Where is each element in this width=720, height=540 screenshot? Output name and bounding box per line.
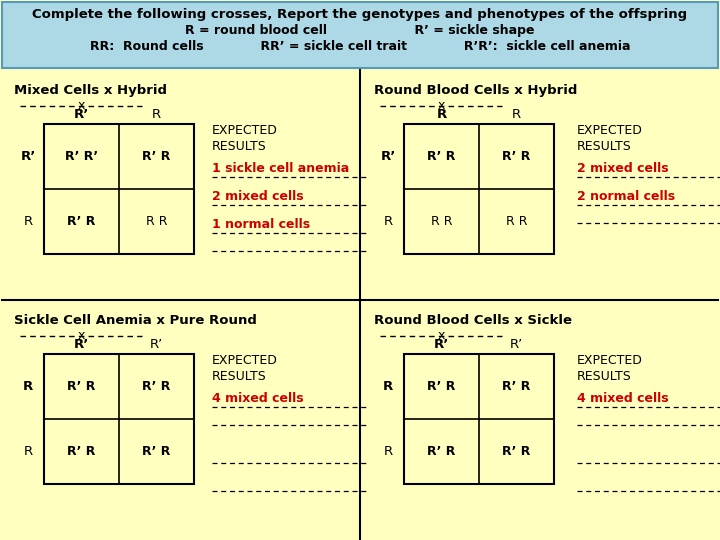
Text: RESULTS: RESULTS [212, 370, 266, 383]
Text: RESULTS: RESULTS [577, 140, 631, 153]
Text: 4 mixed cells: 4 mixed cells [212, 392, 304, 405]
Text: R’ R: R’ R [427, 150, 456, 163]
Bar [404, 354, 554, 484]
Text: RR:  Round cells             RR’ = sickle cell trait             R’R’:  sickle c: RR: Round cells RR’ = sickle cell trait … [90, 40, 630, 53]
Text: R = round blood cell                    R’ = sickle shape: R = round blood cell R’ = sickle shape [185, 24, 535, 37]
Text: R R: R R [431, 215, 452, 228]
Text: R’ R: R’ R [503, 380, 531, 393]
Text: R: R [512, 108, 521, 121]
Text: Sickle Cell Anemia x Pure Round: Sickle Cell Anemia x Pure Round [14, 314, 257, 327]
Text: R: R [383, 380, 393, 393]
Text: R’: R’ [150, 338, 163, 351]
Text: Mixed Cells x Hybrid: Mixed Cells x Hybrid [14, 84, 167, 97]
Text: RESULTS: RESULTS [577, 370, 631, 383]
Text: EXPECTED: EXPECTED [212, 354, 278, 367]
Text: R’ R: R’ R [427, 380, 456, 393]
Text: 1 sickle cell anemia: 1 sickle cell anemia [212, 162, 349, 175]
Text: x: x [77, 99, 85, 112]
Text: R R: R R [145, 215, 167, 228]
Text: R’: R’ [434, 338, 449, 351]
Text: R’ R: R’ R [503, 445, 531, 458]
Text: R’ R’: R’ R’ [65, 150, 98, 163]
Text: R’: R’ [20, 150, 36, 163]
Text: RESULTS: RESULTS [212, 140, 266, 153]
Text: R’ R: R’ R [67, 445, 96, 458]
Text: R’: R’ [74, 108, 89, 121]
Text: R: R [384, 215, 392, 228]
Text: 2 normal cells: 2 normal cells [577, 190, 675, 203]
Text: R’ R: R’ R [427, 445, 456, 458]
Text: R’ R: R’ R [67, 380, 96, 393]
Text: x: x [437, 99, 445, 112]
Bar [44, 354, 194, 484]
Text: 1 normal cells: 1 normal cells [212, 218, 310, 231]
Bar [404, 124, 554, 254]
Text: Round Blood Cells x Hybrid: Round Blood Cells x Hybrid [374, 84, 577, 97]
Text: R: R [23, 380, 33, 393]
Text: EXPECTED: EXPECTED [212, 124, 278, 137]
Text: R’: R’ [74, 338, 89, 351]
Bar [44, 124, 194, 254]
Text: 2 mixed cells: 2 mixed cells [212, 190, 304, 203]
Text: R: R [24, 215, 32, 228]
Text: R’: R’ [510, 338, 523, 351]
Text: 4 mixed cells: 4 mixed cells [577, 392, 669, 405]
Text: EXPECTED: EXPECTED [577, 354, 643, 367]
Text: Complete the following crosses, Report the genotypes and phenotypes of the offsp: Complete the following crosses, Report t… [32, 8, 688, 21]
Text: R: R [24, 445, 32, 458]
Text: Round Blood Cells x Sickle: Round Blood Cells x Sickle [374, 314, 572, 327]
Text: R: R [152, 108, 161, 121]
Text: R’: R’ [380, 150, 396, 163]
Text: R: R [436, 108, 446, 121]
Text: R’ R: R’ R [143, 445, 171, 458]
Text: 2 mixed cells: 2 mixed cells [577, 162, 669, 175]
Text: R’ R: R’ R [67, 215, 96, 228]
Text: R’ R: R’ R [143, 380, 171, 393]
Text: R R: R R [505, 215, 527, 228]
Text: x: x [437, 329, 445, 342]
Bar [2, 2, 718, 68]
Text: x: x [77, 329, 85, 342]
Text: EXPECTED: EXPECTED [577, 124, 643, 137]
Text: R’ R: R’ R [143, 150, 171, 163]
Text: R’ R: R’ R [503, 150, 531, 163]
Text: R: R [384, 445, 392, 458]
